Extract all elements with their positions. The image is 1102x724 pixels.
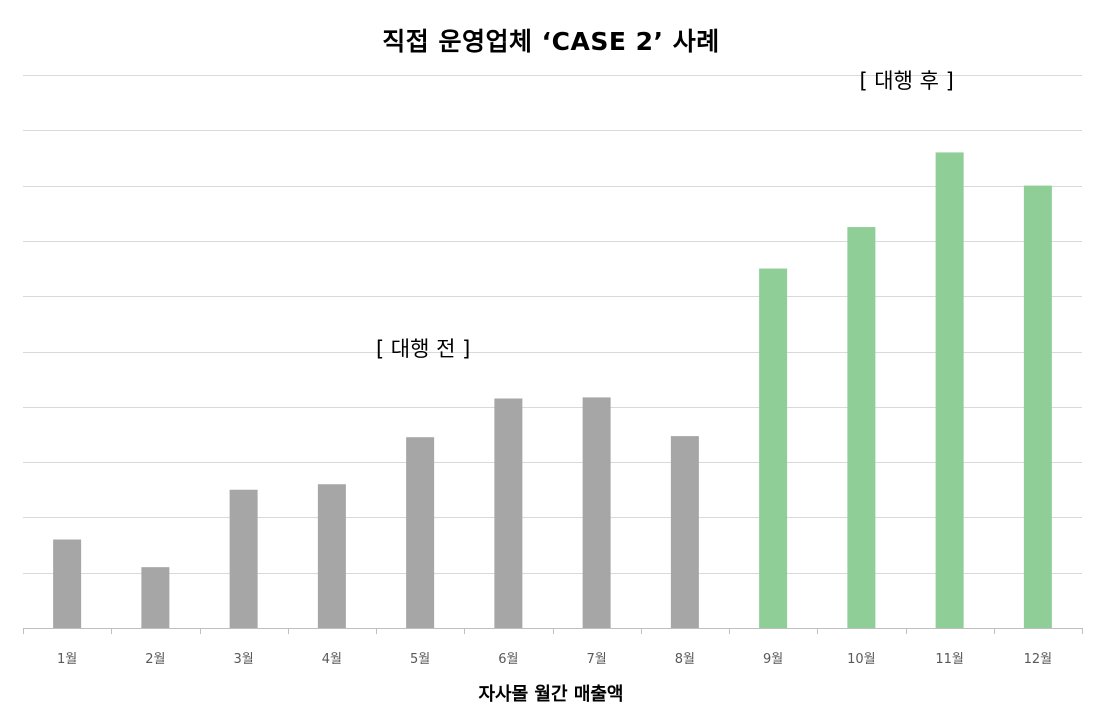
bars xyxy=(53,152,1052,629)
bar xyxy=(759,268,788,628)
x-tick-label: 9월 xyxy=(763,652,783,667)
x-tick-label: 8월 xyxy=(675,652,695,667)
annotation-label: [ 대행 후 ] xyxy=(859,69,953,93)
bar xyxy=(406,437,435,628)
bar xyxy=(141,567,170,628)
x-tick-label: 7월 xyxy=(587,652,607,667)
x-tick-label: 2월 xyxy=(145,652,165,667)
x-tick-label: 6월 xyxy=(498,652,518,667)
x-axis-label: 자사몰 월간 매출액 xyxy=(478,684,624,705)
bar xyxy=(494,398,523,628)
chart-title: 직접 운영업체 ‘CASE 2’ 사례 xyxy=(382,27,720,56)
gridlines xyxy=(23,75,1083,634)
annotation-label: [ 대행 전 ] xyxy=(376,337,470,361)
x-tick-label: 5월 xyxy=(410,652,430,667)
x-tick-label: 11월 xyxy=(935,652,964,667)
x-tick-label: 3월 xyxy=(234,652,254,667)
bar xyxy=(229,489,258,628)
bar xyxy=(582,397,611,628)
bar xyxy=(670,436,699,628)
x-tick-label: 12월 xyxy=(1024,652,1053,667)
x-tick-label: 1월 xyxy=(57,652,77,667)
bar xyxy=(53,539,82,628)
bar xyxy=(935,152,964,629)
bar xyxy=(1023,185,1052,628)
x-tick-label: 4월 xyxy=(322,652,342,667)
x-axis-ticks: 1월 2월 3월 4월 5월 6월 7월 8월 9월 10월 11월 12월 xyxy=(57,652,1052,667)
bar xyxy=(847,227,876,628)
bar xyxy=(317,484,346,628)
x-tick-label: 10월 xyxy=(847,652,876,667)
annotations: [ 대행 전 ] [ 대행 후 ] xyxy=(376,69,954,361)
